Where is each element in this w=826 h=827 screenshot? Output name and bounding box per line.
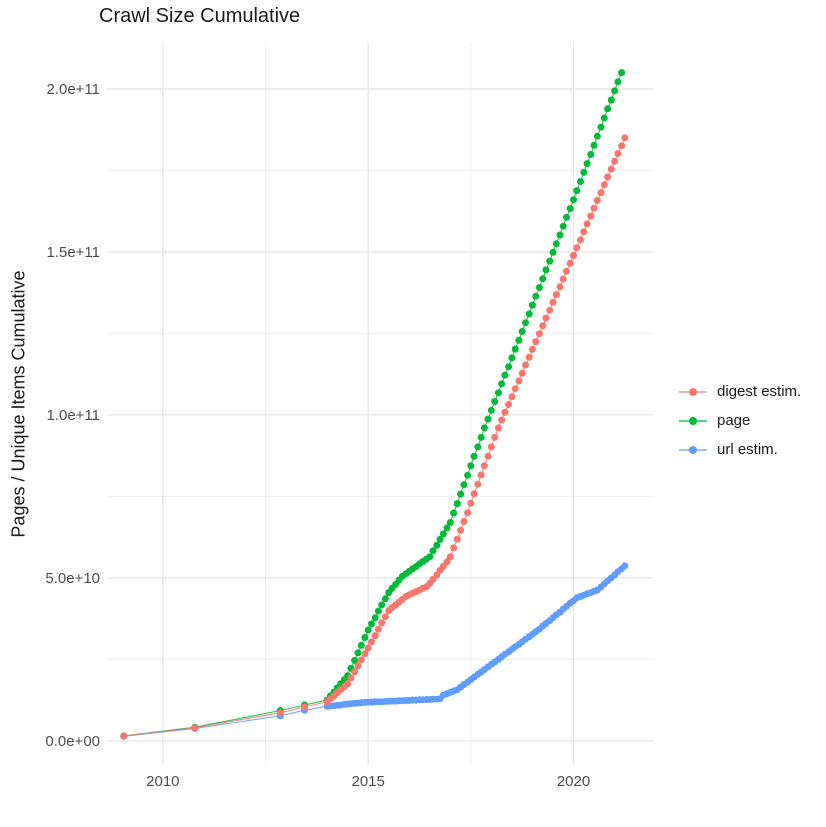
legend-item-digest-estim: digest estim. [679,377,801,406]
gridlines-minor [107,42,654,765]
y-tick-label: 2.0e+11 [46,80,100,98]
legend-key-icon [679,387,707,396]
y-tick-label: 5.0e+10 [45,569,100,587]
series-url-estim [120,562,629,740]
legend-label: digest estim. [717,383,802,400]
x-tick-label: 2010 [146,773,180,790]
series-digest-estim [120,134,629,740]
x-tick-label: 2020 [556,773,591,790]
legend-item-page: page [679,406,801,435]
legend-label: url estim. [717,441,778,458]
data-series-layer [120,69,629,740]
chart-title: Crawl Size Cumulative [99,5,301,27]
legend-key-icon [679,445,707,454]
legend-item-url-estim: url estim. [679,435,801,464]
y-tick-label: 1.5e+11 [46,243,100,261]
x-tick-label: 2015 [351,773,385,790]
legend: digest estim. page url estim. [679,377,801,464]
y-tick-label: 1.0e+11 [46,406,100,424]
y-tick-label: 0.0e+00 [45,732,100,750]
legend-label: page [717,412,751,429]
gridlines-major [107,42,654,765]
legend-key-icon [679,416,707,425]
